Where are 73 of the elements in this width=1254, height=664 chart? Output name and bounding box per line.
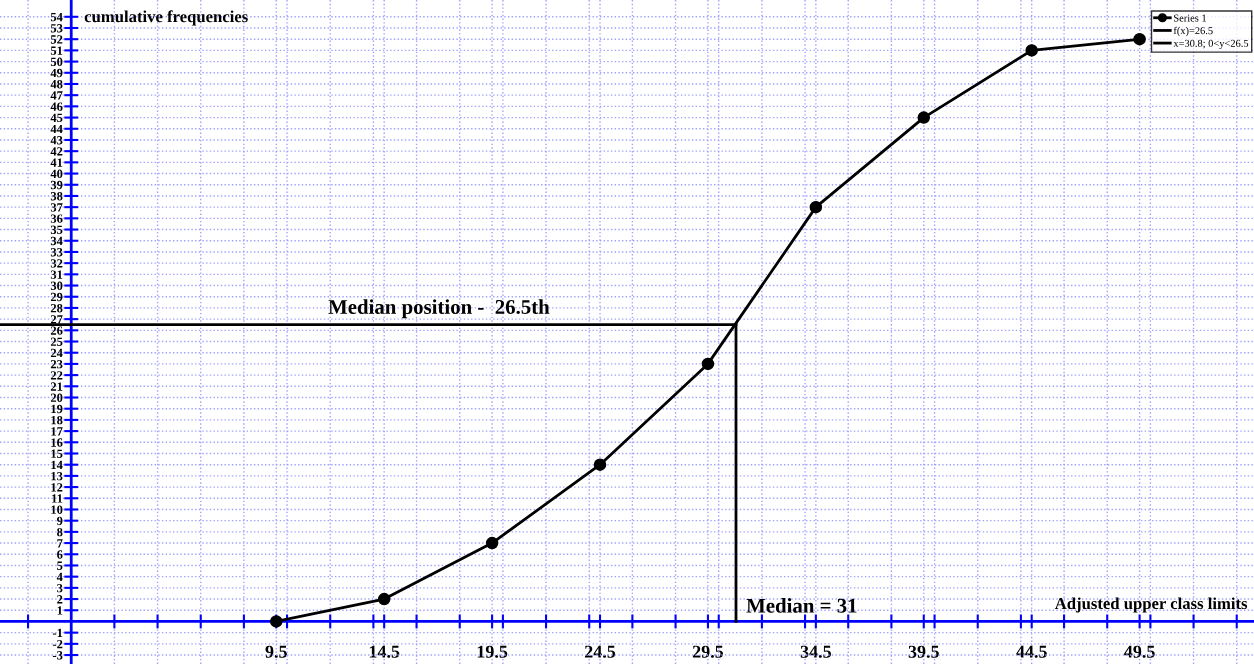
y-tick-label: 39 [50, 180, 63, 190]
x-tick-label: 39.5 [908, 645, 939, 658]
x-tick-label: 9.5 [265, 645, 287, 658]
y-tick-label: 18 [51, 415, 63, 425]
y-tick-label: 42 [50, 147, 63, 156]
y-tick-label: 19 [51, 404, 63, 414]
y-tick-label: 47 [50, 91, 63, 100]
y-tick-label: 30 [50, 281, 63, 290]
y-axis-title: cumulative frequencies [84, 10, 248, 26]
y-tick-label: -1 [52, 628, 63, 637]
y-tick-label: 53 [50, 24, 63, 33]
legend-label: Series 1 [1174, 14, 1207, 22]
y-tick-label: 13 [51, 471, 63, 481]
x-tick-label: 44.5 [1016, 645, 1047, 658]
y-tick-label: 40 [50, 169, 63, 179]
y-tick-label: 6 [57, 550, 63, 559]
y-tick-label: 28 [50, 303, 63, 313]
x-tick-label: 29.5 [692, 645, 724, 658]
y-tick-label: 51 [50, 46, 63, 55]
x-tick-label: 34.5 [800, 645, 831, 658]
y-tick-label: 20 [50, 393, 63, 402]
y-tick-label: 41 [50, 158, 63, 167]
y-tick-label: 25 [50, 337, 63, 346]
y-tick-label: 2 [57, 595, 63, 604]
y-tick-label: 38 [50, 191, 63, 201]
legend-label: x=30.8; 0<y<26.5 [1173, 39, 1249, 49]
y-tick-label: 46 [50, 102, 63, 111]
y-tick-label: 16 [51, 438, 63, 447]
y-tick-label: 45 [50, 113, 63, 123]
y-tick-label: 26 [50, 326, 63, 335]
y-tick-label: 49 [50, 68, 63, 78]
y-tick-label: 5 [57, 561, 63, 570]
y-tick-label: 37 [50, 203, 63, 212]
x-tick-label: 49.5 [1124, 645, 1155, 658]
y-tick-label: 12 [51, 483, 63, 492]
y-tick-label: -3 [52, 651, 63, 660]
y-tick-label: -2 [52, 639, 63, 649]
y-tick-label: 52 [50, 35, 63, 44]
y-tick-label: 7 [57, 539, 63, 548]
y-tick-label: 14 [51, 460, 63, 470]
y-tick-label: 15 [51, 449, 63, 458]
y-tick-label: 44 [50, 124, 63, 134]
y-tick-label: 24 [50, 348, 63, 358]
y-tick-label: 11 [52, 494, 63, 503]
y-tick-label: 1 [57, 606, 63, 615]
y-tick-label: 17 [51, 427, 63, 436]
x-axis-title: Adjusted upper class limits [1054, 597, 1248, 613]
y-tick-label: 3 [57, 583, 63, 593]
y-tick-label: 22 [50, 371, 63, 380]
y-tick-label: 34 [50, 236, 63, 246]
y-tick-label: 23 [50, 359, 63, 369]
y-tick-label: 32 [50, 259, 63, 268]
y-tick-label: 50 [50, 57, 63, 67]
y-tick-label: 33 [50, 248, 63, 257]
legend-label: f(x)=26.5 [1173, 26, 1213, 37]
annotation: Median position - 26.5th [328, 299, 550, 319]
y-tick-label: 29 [50, 292, 63, 302]
x-tick-label: 14.5 [369, 645, 400, 658]
y-tick-label: 8 [57, 527, 63, 537]
y-tick-label: 4 [56, 572, 63, 581]
y-tick-label: 36 [50, 214, 63, 223]
y-tick-label: 21 [50, 382, 63, 391]
y-tick-label: 10 [51, 505, 63, 514]
y-tick-label: 9 [56, 516, 63, 526]
x-tick-label: 19.5 [477, 645, 508, 658]
y-tick-label: 31 [50, 270, 63, 279]
x-tick-label: 24.5 [584, 645, 616, 658]
y-tick-label: 43 [50, 136, 63, 145]
y-tick-label: 27 [50, 315, 63, 324]
y-tick-label: 54 [50, 12, 63, 22]
y-tick-label: 48 [50, 80, 63, 89]
annotation: Median = 31 [746, 598, 857, 613]
y-tick-label: 35 [50, 225, 63, 234]
